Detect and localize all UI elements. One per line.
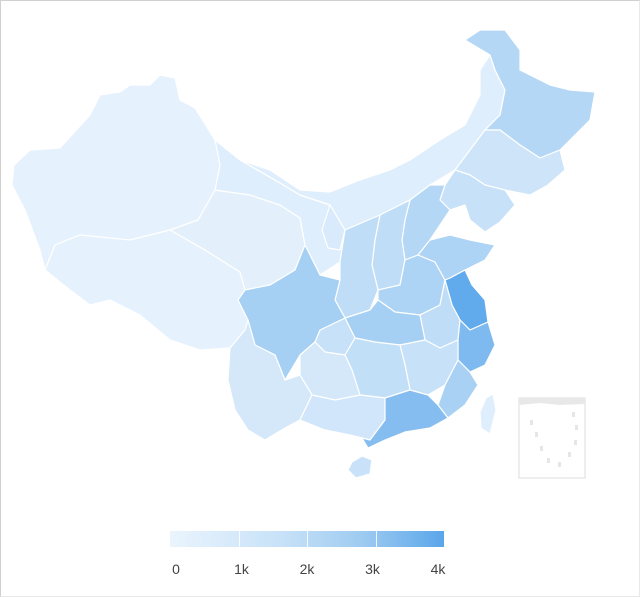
region-ningxia[interactable] (321, 204, 346, 251)
legend-divider (238, 531, 240, 547)
legend-tick-label: 4k (430, 561, 446, 577)
color-scale-legend (170, 531, 444, 547)
south-china-sea-inset (518, 397, 586, 479)
legend-tick-label: 1k (234, 561, 249, 577)
region-guangdong[interactable] (361, 389, 449, 449)
legend-tick-label: 0 (172, 561, 180, 577)
region-heilongjiang[interactable] (464, 29, 596, 159)
legend-gradient-bar[interactable] (170, 531, 444, 547)
region-taiwan[interactable] (479, 393, 497, 435)
legend-tick-label: 3k (365, 561, 380, 577)
region-shandong[interactable] (417, 234, 496, 281)
legend-divider (307, 531, 308, 547)
china-choropleth-map (11, 29, 596, 479)
region-zhejiang[interactable] (457, 319, 496, 373)
legend-tick-label: 2k (299, 561, 315, 577)
region-hainan[interactable] (347, 455, 373, 479)
legend-divider (375, 531, 377, 547)
region-guangxi[interactable] (299, 394, 386, 441)
